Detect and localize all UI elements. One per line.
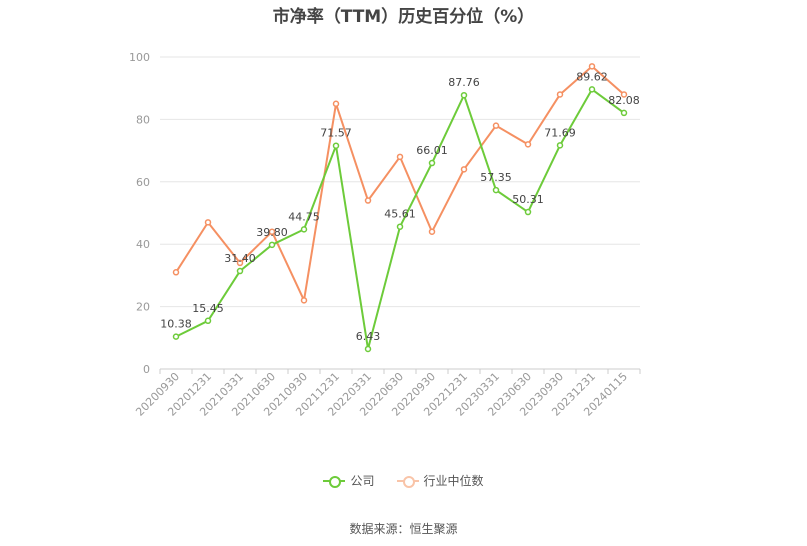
data-point-company <box>588 86 596 93</box>
grid-layer <box>160 56 640 308</box>
data-label: 39.80 <box>256 226 288 239</box>
data-label: 15.45 <box>192 302 224 315</box>
data-point-company <box>300 226 308 233</box>
axis-layer: 0204060801002020093020201231202103312021… <box>129 51 641 419</box>
data-label: 89.62 <box>576 70 608 83</box>
legend-item-company[interactable]: 公司 <box>323 472 375 489</box>
data-label: 87.76 <box>448 76 480 89</box>
data-point-company <box>396 223 404 230</box>
y-tick-label: 0 <box>143 363 150 376</box>
legend-item-industry-median[interactable]: 行业中位数 <box>396 472 484 489</box>
data-point-company <box>236 267 244 275</box>
data-label: 10.38 <box>160 318 192 331</box>
data-point-company <box>332 142 340 149</box>
data-label: 44.75 <box>288 210 320 223</box>
data-point-company <box>364 345 372 353</box>
data-point-company <box>172 333 180 340</box>
data-point-industry-median <box>396 153 404 161</box>
data-point-industry-median <box>300 297 308 304</box>
data-label: 66.01 <box>416 144 448 157</box>
data-label: 50.31 <box>512 193 544 206</box>
data-point-company <box>492 186 500 194</box>
legend-label-industry-median: 行业中位数 <box>423 474 484 488</box>
data-label: 71.57 <box>320 127 352 140</box>
data-point-company <box>524 208 532 216</box>
legend-swatch-company <box>323 474 346 488</box>
data-point-industry-median <box>172 269 180 276</box>
data-point-industry-median <box>428 228 436 235</box>
data-point-industry-median <box>524 141 532 148</box>
legend-swatch-industry-median <box>396 474 419 488</box>
chart-title: 市净率（TTM）历史百分位（%） <box>272 7 535 27</box>
data-point-industry-median <box>268 228 276 235</box>
y-tick-label: 100 <box>129 51 150 64</box>
data-label: 6.43 <box>356 330 381 343</box>
data-source: 数据来源：恒生聚源 <box>349 522 458 536</box>
data-point-company <box>428 159 436 167</box>
data-point-company <box>268 241 276 249</box>
y-tick-label: 20 <box>136 301 150 314</box>
y-tick-label: 60 <box>136 176 150 189</box>
data-point-industry-median <box>204 219 212 226</box>
legend: 公司 行业中位数 <box>0 472 807 489</box>
data-point-industry-median <box>492 122 500 129</box>
data-point-company <box>460 91 468 99</box>
data-label: 57.35 <box>480 171 512 184</box>
data-point-industry-median <box>460 166 468 173</box>
data-point-industry-median <box>556 91 564 98</box>
y-tick-label: 80 <box>136 113 150 126</box>
data-point-industry-median <box>236 259 244 267</box>
data-point-company <box>204 317 212 325</box>
data-point-industry-median <box>332 100 340 108</box>
y-tick-label: 40 <box>136 238 150 251</box>
data-point-company <box>620 109 628 117</box>
series-layer <box>172 63 628 353</box>
data-point-industry-median <box>620 91 628 98</box>
legend-label-company: 公司 <box>350 474 375 488</box>
data-label: 45.61 <box>384 208 416 221</box>
data-label: 71.69 <box>544 126 576 139</box>
data-label: 82.08 <box>608 94 640 107</box>
data-point-industry-median <box>588 63 596 70</box>
data-point-industry-median <box>364 197 372 204</box>
data-point-company <box>556 142 564 149</box>
data-label: 31.40 <box>224 252 256 265</box>
series-line-industry-median <box>175 65 625 302</box>
